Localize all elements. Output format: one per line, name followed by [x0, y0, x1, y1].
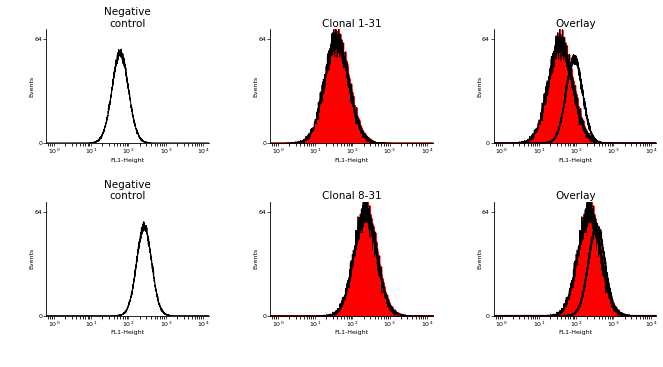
X-axis label: FL1-Height: FL1-Height	[111, 158, 145, 163]
Y-axis label: Events: Events	[29, 76, 34, 97]
X-axis label: FL1-Height: FL1-Height	[334, 330, 369, 335]
X-axis label: FL1-Height: FL1-Height	[558, 158, 592, 163]
Title: Clonal 8-31: Clonal 8-31	[322, 191, 381, 201]
X-axis label: FL1-Height: FL1-Height	[111, 330, 145, 335]
Title: Overlay: Overlay	[555, 19, 595, 29]
X-axis label: FL1-Height: FL1-Height	[334, 158, 369, 163]
Y-axis label: Events: Events	[477, 76, 482, 97]
Y-axis label: Events: Events	[253, 248, 258, 269]
Title: Negative
control: Negative control	[104, 180, 151, 201]
Title: Clonal 1-31: Clonal 1-31	[322, 19, 381, 29]
Y-axis label: Events: Events	[253, 76, 258, 97]
X-axis label: FL1-Height: FL1-Height	[558, 330, 592, 335]
Y-axis label: Events: Events	[29, 248, 34, 269]
Y-axis label: Events: Events	[477, 248, 482, 269]
Title: Negative
control: Negative control	[104, 7, 151, 29]
Title: Overlay: Overlay	[555, 191, 595, 201]
